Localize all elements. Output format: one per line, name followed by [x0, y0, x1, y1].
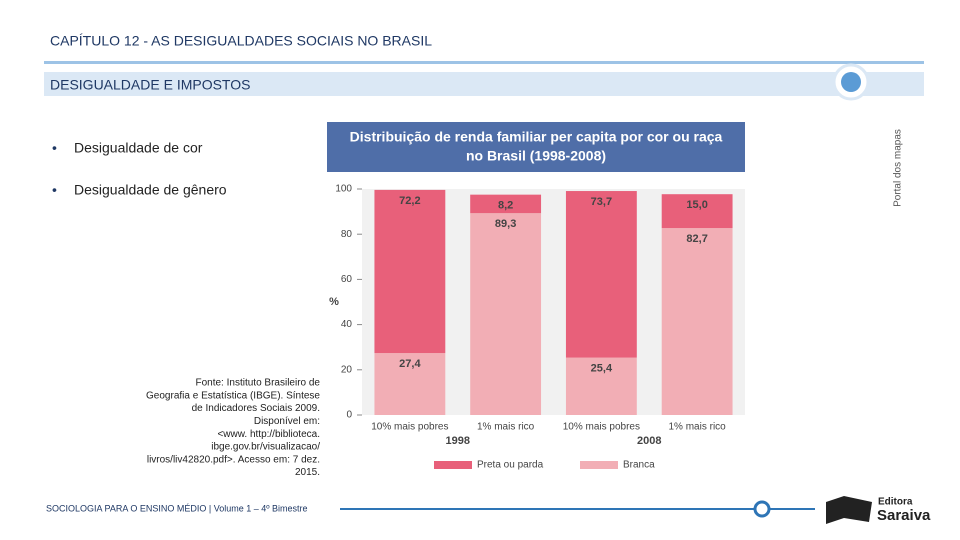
bullet: Desigualdade de cor — [74, 140, 203, 156]
value-label: 25,4 — [591, 363, 613, 375]
value-label: 82,7 — [686, 233, 707, 245]
source-line: Disponível em: — [254, 416, 320, 427]
value-label: 73,7 — [591, 196, 612, 208]
ornament — [753, 500, 771, 518]
source-line: Fonte: Instituto Brasileiro de — [195, 378, 320, 389]
bar-segment — [470, 194, 542, 214]
chart: Distribuição de renda familiar per capit… — [329, 129, 745, 471]
legend-swatch — [434, 461, 472, 469]
rule — [44, 61, 924, 64]
bar-segment — [374, 353, 446, 415]
logo-icon — [826, 496, 872, 524]
chart-title: no Brasil (1998-2008) — [466, 148, 606, 164]
bar-segment — [565, 191, 637, 358]
value-label: 8,2 — [498, 200, 513, 212]
y-tick-label: 60 — [341, 274, 353, 285]
source-line: de Indicadores Sociais 2009. — [192, 403, 320, 414]
bar-segment — [470, 213, 542, 415]
value-label: 27,4 — [399, 358, 421, 370]
ornament — [841, 72, 861, 92]
bar-segment — [565, 357, 637, 415]
x-tick-label: 1% mais rico — [477, 422, 535, 433]
y-tick-label: 0 — [346, 410, 352, 421]
value-label: 72,2 — [399, 195, 420, 207]
source-line: ibge.gov.br/visualizacao/ — [211, 442, 320, 453]
source-line: <www. http://biblioteca. — [217, 429, 320, 440]
logo-text: Editora — [878, 497, 913, 508]
source-line: 2015. — [295, 467, 320, 478]
bar-segment — [374, 189, 446, 354]
legend-swatch — [580, 461, 618, 469]
x-tick-label: 1% mais rico — [669, 422, 727, 433]
y-tick-label: 80 — [341, 229, 353, 240]
chart-title-box — [327, 122, 745, 172]
section-bar — [44, 72, 924, 96]
bar-segment — [661, 228, 733, 415]
bullet-dot: • — [52, 182, 57, 198]
footer: SOCIOLOGIA PARA O ENSINO MÉDIO | Volume … — [46, 503, 308, 513]
legend-label: Preta ou parda — [477, 460, 544, 471]
value-label: 15,0 — [686, 199, 707, 211]
logo-text: Saraiva — [877, 507, 931, 524]
value-label: 89,3 — [495, 218, 516, 230]
chart-title: Distribuição de renda familiar per capit… — [350, 129, 723, 145]
y-tick-label: 100 — [335, 184, 352, 195]
x-tick-label: 10% mais pobres — [563, 422, 640, 433]
x-tick-label: 10% mais pobres — [371, 422, 448, 433]
credit: Portal dos mapas — [893, 129, 904, 207]
source-line: livros/liv42820.pdf>. Acesso em: 7 dez. — [147, 454, 320, 465]
bar-segment — [661, 194, 733, 229]
section-title: DESIGUALDADE E IMPOSTOS — [50, 77, 250, 93]
legend-label: Branca — [623, 460, 655, 471]
source: Fonte: Instituto Brasileiro deGeografia … — [146, 378, 320, 479]
group-label: 1998 — [446, 435, 470, 447]
bullet: Desigualdade de gênero — [74, 182, 227, 198]
y-tick-label: 20 — [341, 364, 353, 375]
bullet-dot: • — [52, 140, 57, 156]
chapter-title: CAPÍTULO 12 - AS DESIGUALDADES SOCIAIS N… — [50, 33, 432, 49]
y-tick-label: 40 — [341, 319, 353, 330]
group-label: 2008 — [637, 435, 661, 447]
y-axis-label: % — [329, 296, 339, 308]
source-line: Geografia e Estatística (IBGE). Síntese — [146, 390, 320, 401]
